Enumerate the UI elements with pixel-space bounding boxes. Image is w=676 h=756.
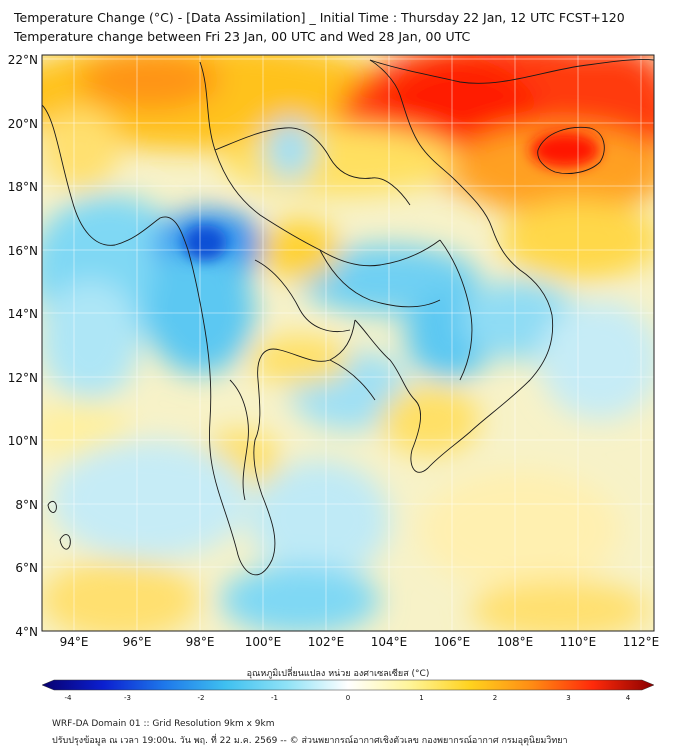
lon-label: 94°E	[60, 635, 89, 649]
colorbar-title: อุณหภูมิเปลี่ยนแปลง หน่วย องศาเซลเซียส (…	[246, 669, 430, 679]
lon-label: 98°E	[186, 635, 215, 649]
lat-label: 22°N	[8, 53, 38, 67]
temperature-field	[42, 55, 654, 631]
lat-label: 14°N	[8, 307, 38, 321]
lon-label: 110°E	[560, 635, 597, 649]
lat-label: 8°N	[15, 498, 38, 512]
colorbar-tick-label: -4	[65, 694, 73, 702]
lat-label: 4°N	[15, 625, 38, 639]
lon-label: 106°E	[434, 635, 471, 649]
chart-title: Temperature Change (°C) - [Data Assimila…	[14, 10, 625, 25]
lon-label: 102°E	[308, 635, 345, 649]
lon-label: 108°E	[497, 635, 534, 649]
graticule	[42, 55, 654, 631]
footer-update-info: ปรับปรุงข้อมูล ณ เวลา 19:00น. วัน พฤ. ที…	[52, 736, 568, 746]
colorbar-gradient	[41, 679, 655, 691]
colorbar-ticks: -4 -3 -2 -1 0 1 2 3 4	[65, 694, 631, 702]
lat-label: 6°N	[15, 561, 38, 575]
chart-subtitle: Temperature change between Fri 23 Jan, 0…	[14, 29, 471, 44]
longitude-labels: 94°E 96°E 98°E 100°E 102°E 104°E 106°E 1…	[60, 635, 660, 649]
lat-label: 20°N	[8, 117, 38, 131]
coastlines-and-borders	[42, 59, 654, 576]
colorbar-tick-label: 4	[626, 694, 631, 702]
lat-label: 18°N	[8, 180, 38, 194]
colorbar-tick-label: -3	[124, 694, 131, 702]
colorbar-tick-label: 3	[566, 694, 570, 702]
colorbar-tick-label: -2	[198, 694, 205, 702]
latitude-labels: 22°N 20°N 18°N 16°N 14°N 12°N 10°N 8°N 6…	[8, 53, 38, 639]
lat-label: 12°N	[8, 371, 38, 385]
map-frame	[41, 54, 655, 632]
lon-label: 96°E	[123, 635, 152, 649]
lat-label: 16°N	[8, 244, 38, 258]
colorbar-tick-label: -1	[271, 694, 278, 702]
colorbar-tick-label: 0	[346, 694, 350, 702]
lon-label: 104°E	[371, 635, 408, 649]
lon-label: 112°E	[623, 635, 660, 649]
colorbar-tick-label: 1	[419, 694, 423, 702]
colorbar: -4 -3 -2 -1 0 1 2 3 4	[41, 679, 655, 702]
lon-label: 100°E	[245, 635, 282, 649]
footer-domain-info: WRF-DA Domain 01 :: Grid Resolution 9km …	[52, 719, 275, 729]
temperature-change-map: 22°N 20°N 18°N 16°N 14°N 12°N 10°N 8°N 6…	[8, 53, 660, 649]
colorbar-tick-label: 2	[493, 694, 497, 702]
lat-label: 10°N	[8, 434, 38, 448]
